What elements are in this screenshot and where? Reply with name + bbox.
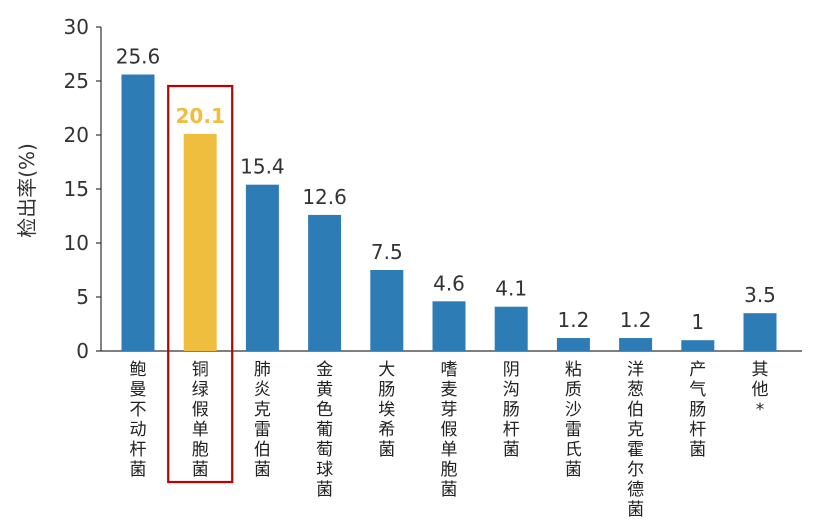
value-label-6: 4.1	[495, 277, 527, 301]
category-label-3: 金黄色葡萄球菌	[316, 360, 334, 500]
bar-0	[121, 74, 155, 352]
category-label-8: 洋葱伯克霍尔德菌	[627, 360, 645, 520]
highlight-box	[167, 84, 234, 484]
bar-9	[681, 340, 715, 351]
bar-5	[432, 301, 466, 351]
category-label-5: 嗜麦芽假单胞菌	[440, 360, 458, 500]
bar-6	[494, 306, 528, 351]
category-label-6: 阴沟肠杆菌	[502, 360, 520, 460]
category-label-2: 肺炎克雷伯菌	[253, 360, 271, 480]
chart-bars	[121, 74, 777, 352]
bar-1	[183, 133, 217, 351]
y-tick-label: 10	[64, 231, 89, 255]
y-tick-label: 25	[64, 69, 89, 93]
value-label-0: 25.6	[116, 45, 161, 69]
y-tick-label: 30	[64, 15, 89, 39]
y-axis-label: 检出率(%)	[14, 142, 39, 238]
chart-axes: 0 5 10 15 20 25 30	[64, 15, 802, 484]
category-label-4: 大肠埃希菌	[378, 360, 396, 460]
bar-3	[308, 214, 342, 351]
bar-7	[556, 338, 590, 351]
y-tick-label: 20	[64, 123, 89, 147]
category-label-9: 产气肠杆菌	[689, 360, 707, 460]
value-label-10: 3.5	[744, 283, 776, 307]
category-label-0: 鲍曼不动杆菌	[129, 360, 147, 480]
value-labels: 25.6 20.1 15.4 12.6 7.5 4.6 4.1 1.2 1.2 1 3.5	[116, 45, 776, 335]
value-label-1: 20.1	[176, 104, 225, 128]
bar-4	[370, 270, 404, 351]
value-label-7: 1.2	[557, 308, 589, 332]
value-label-3: 12.6	[302, 185, 347, 209]
y-tick-label: 0	[76, 339, 89, 363]
value-label-4: 7.5	[371, 240, 403, 264]
bar-8	[619, 338, 653, 351]
category-label-1: 铜绿假单胞菌	[191, 360, 209, 480]
value-label-2: 15.4	[240, 155, 285, 179]
category-label-10: 其他*	[751, 360, 769, 420]
value-label-5: 4.6	[433, 271, 465, 295]
bar-2	[245, 184, 279, 351]
value-label-9: 1	[691, 310, 704, 334]
y-tick-label: 15	[64, 177, 89, 201]
bar-10	[743, 313, 777, 351]
value-label-8: 1.2	[620, 308, 652, 332]
y-tick-label: 5	[76, 285, 89, 309]
category-label-7: 粘质沙雷氏菌	[564, 360, 582, 480]
